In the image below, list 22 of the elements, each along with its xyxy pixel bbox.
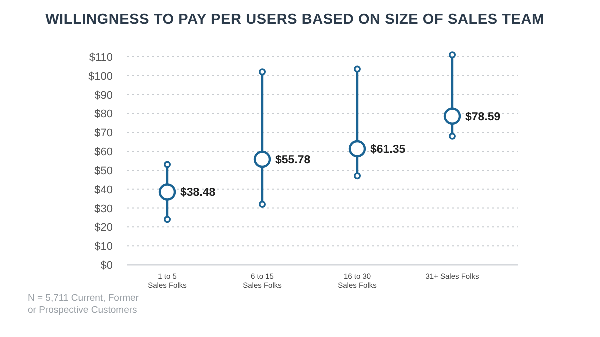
point (158, 184, 176, 201)
data-label: $38.48 (180, 187, 216, 200)
point (348, 140, 366, 158)
y-tick-label: $30 (94, 203, 113, 216)
y-tick-label: $80 (94, 108, 113, 121)
y-tick-label: $50 (94, 165, 113, 178)
y-tick-label: $90 (94, 90, 113, 102)
data-label: $61.35 (370, 144, 406, 156)
y-tick-label: $110 (89, 52, 113, 64)
point (254, 150, 272, 168)
point (444, 108, 462, 125)
y-tick-label: $70 (94, 128, 113, 140)
y-tick-label: $0 (100, 260, 113, 272)
data-label: $78.59 (466, 111, 501, 124)
chart-title: WILLINGNESS TO PAY PER USERS BASED ON SIZE OF SALES TEAM (46, 12, 544, 28)
y-tick-label: $10 (94, 241, 113, 254)
text: N = 5,711 Current, Former or Prospective Customers (28, 293, 139, 316)
y-tick-label: $20 (94, 222, 113, 234)
y-tick-label: $100 (88, 70, 113, 83)
y-tick-label: $60 (94, 146, 113, 159)
data-label: $55.78 (276, 154, 312, 167)
y-tick-label: $40 (94, 184, 113, 196)
